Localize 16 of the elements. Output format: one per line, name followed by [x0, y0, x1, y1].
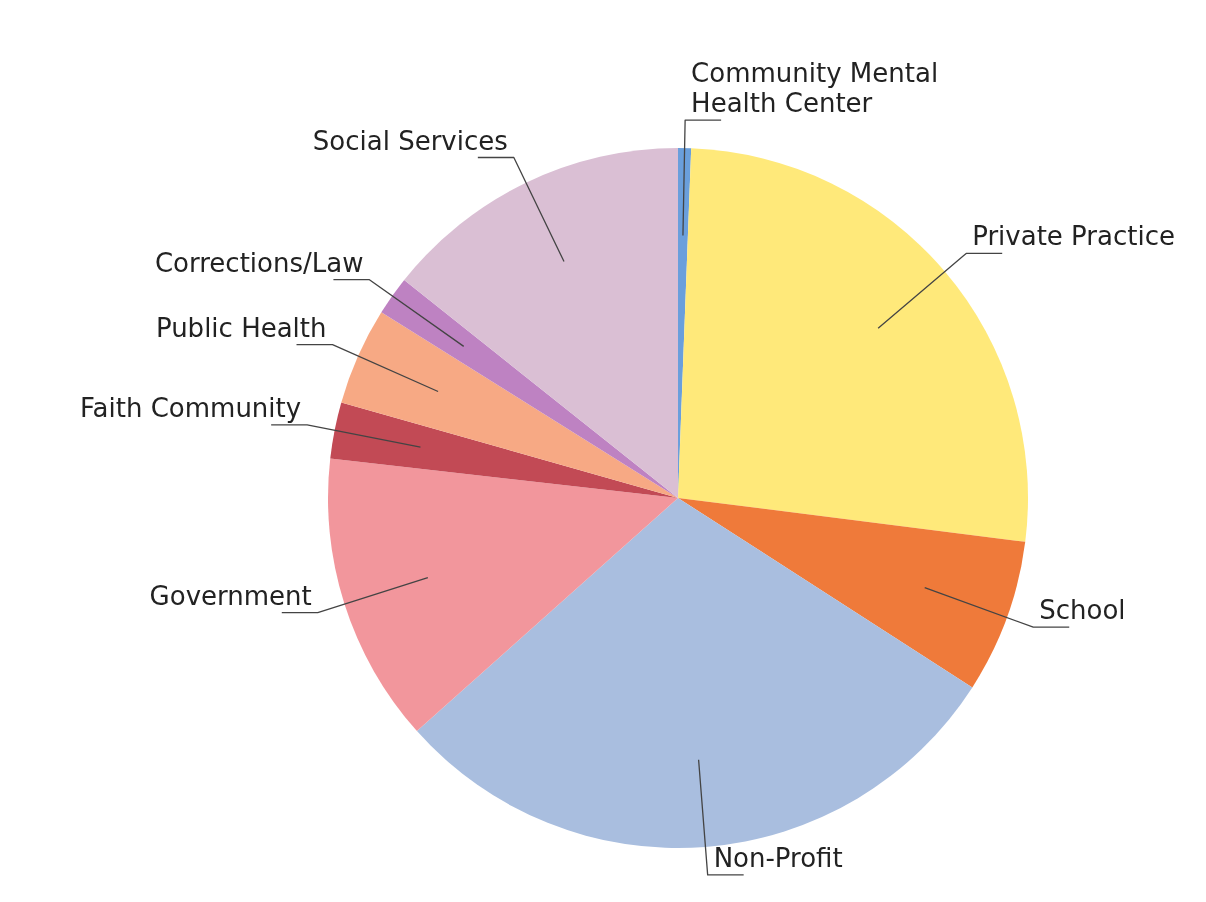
pie-slice — [341, 312, 678, 498]
slice-label: School — [1039, 595, 1126, 626]
slice-label: Private Practice — [972, 221, 1175, 252]
pie-slice — [330, 402, 678, 498]
slice-label: Non-Profit — [713, 842, 843, 873]
slice-label: Social Services — [312, 125, 508, 156]
pie-slice — [416, 498, 973, 848]
pie-slice — [678, 498, 1026, 688]
pie-slice — [404, 148, 678, 498]
slice-label: Community Mental Health Center — [691, 58, 939, 119]
pie-slice — [328, 458, 678, 732]
slice-label: Corrections/Law — [154, 247, 364, 278]
slice-label: Public Health — [155, 312, 327, 343]
slice-label: Government — [149, 580, 312, 611]
pie-slice — [381, 280, 678, 498]
slice-label: Faith Community — [80, 392, 302, 423]
